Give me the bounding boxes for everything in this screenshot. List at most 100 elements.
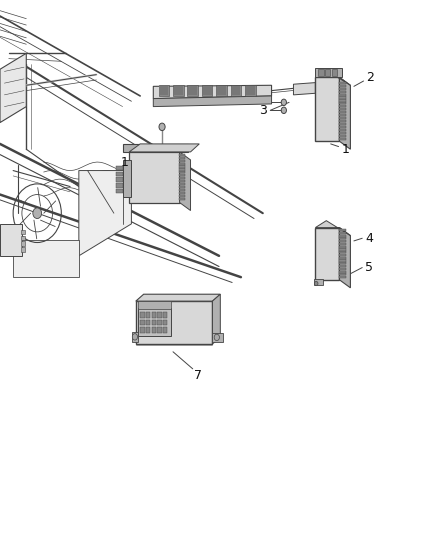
Bar — [146, 320, 150, 325]
Polygon shape — [123, 144, 188, 152]
Circle shape — [281, 107, 286, 114]
Bar — [159, 86, 168, 95]
Bar — [179, 183, 185, 185]
Bar — [203, 86, 212, 95]
Bar — [339, 94, 346, 96]
Bar — [174, 86, 183, 95]
Text: 2: 2 — [366, 71, 374, 84]
Bar — [315, 228, 339, 280]
Circle shape — [314, 281, 318, 286]
Bar — [339, 265, 346, 267]
Bar — [21, 241, 25, 246]
Bar — [140, 312, 145, 318]
Bar — [339, 114, 346, 116]
Bar — [157, 327, 162, 333]
Bar — [318, 69, 324, 76]
Bar — [140, 320, 145, 325]
Bar — [339, 126, 346, 128]
Bar — [325, 69, 330, 76]
Bar — [217, 86, 226, 95]
Bar — [212, 333, 223, 342]
Polygon shape — [315, 70, 350, 85]
Polygon shape — [0, 53, 26, 123]
Bar — [232, 86, 240, 95]
Polygon shape — [293, 83, 315, 95]
Polygon shape — [180, 152, 191, 211]
Bar — [339, 251, 346, 253]
Bar — [315, 77, 339, 141]
Bar — [339, 254, 346, 256]
Text: 4: 4 — [365, 232, 373, 245]
Text: 3: 3 — [259, 104, 267, 117]
Bar — [339, 85, 346, 87]
Polygon shape — [339, 228, 350, 288]
Bar — [163, 320, 167, 325]
Bar — [179, 195, 185, 197]
Bar — [157, 312, 162, 318]
Bar — [179, 163, 185, 165]
Bar — [157, 320, 162, 325]
Bar — [152, 312, 156, 318]
Text: 1: 1 — [121, 156, 129, 169]
Polygon shape — [315, 221, 350, 236]
Bar — [339, 102, 346, 104]
Bar — [339, 87, 346, 90]
Bar — [152, 327, 156, 333]
Polygon shape — [79, 171, 131, 256]
Circle shape — [132, 334, 138, 340]
Bar — [339, 106, 346, 108]
Bar — [21, 236, 25, 240]
Bar — [179, 180, 185, 182]
Bar — [231, 85, 241, 96]
Bar — [339, 276, 346, 278]
Bar — [116, 183, 123, 188]
Bar — [339, 138, 346, 140]
Bar — [339, 229, 346, 231]
Circle shape — [214, 334, 219, 341]
Bar — [314, 279, 323, 285]
Bar — [179, 186, 185, 188]
Polygon shape — [13, 240, 79, 277]
Bar — [339, 82, 346, 84]
Polygon shape — [136, 294, 220, 301]
Bar — [132, 332, 138, 342]
Bar — [187, 85, 198, 96]
Polygon shape — [129, 144, 199, 152]
Bar — [116, 189, 123, 193]
Bar — [138, 301, 171, 309]
Bar — [188, 86, 197, 95]
Bar — [339, 235, 346, 237]
Polygon shape — [339, 77, 350, 149]
Bar — [21, 247, 25, 252]
Text: 5: 5 — [365, 261, 373, 274]
Bar — [173, 85, 184, 96]
Bar — [339, 260, 346, 262]
Bar — [245, 85, 256, 96]
Bar — [0, 224, 22, 256]
Bar — [339, 135, 346, 137]
Bar — [202, 85, 212, 96]
Bar — [339, 243, 346, 245]
Bar — [339, 232, 346, 234]
Bar — [332, 69, 337, 76]
Bar — [339, 96, 346, 99]
Bar — [146, 327, 150, 333]
Circle shape — [33, 208, 42, 219]
Bar — [339, 111, 346, 114]
Bar — [179, 177, 185, 179]
Bar — [179, 160, 185, 162]
Polygon shape — [212, 294, 220, 344]
Bar — [123, 160, 131, 197]
Text: 7: 7 — [194, 369, 202, 382]
Bar — [179, 192, 185, 194]
Bar — [179, 157, 185, 159]
Bar — [339, 117, 346, 119]
Bar — [116, 166, 123, 170]
Bar — [140, 327, 145, 333]
Bar — [339, 246, 346, 248]
Bar — [339, 273, 346, 276]
Bar — [339, 120, 346, 122]
Bar — [179, 189, 185, 191]
Bar — [179, 168, 185, 171]
Bar — [339, 262, 346, 264]
